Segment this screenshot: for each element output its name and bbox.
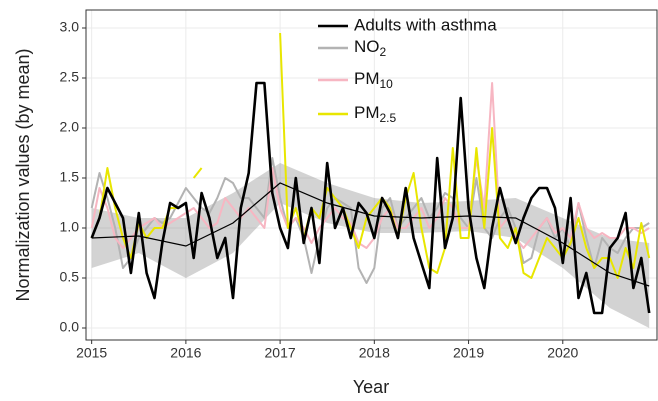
series-line (90, 157, 650, 284)
series-line (90, 82, 650, 249)
x-tick-label: 2018 (359, 345, 390, 361)
plot-background (86, 10, 657, 340)
legend-label: PM10 (354, 69, 393, 91)
x-tick-label: 2015 (76, 345, 107, 361)
y-axis-title: Normalization values (by mean) (13, 48, 33, 301)
y-tick-label: 0.0 (60, 319, 80, 335)
x-tick-label: 2016 (170, 345, 201, 361)
smooth-line (91, 182, 650, 287)
y-tick-label: 3.0 (60, 19, 80, 35)
y-tick-label: 0.5 (60, 269, 80, 285)
x-tick-label: 2017 (265, 345, 296, 361)
y-tick-label: 2.5 (60, 69, 80, 85)
x-tick-label: 2020 (547, 345, 578, 361)
legend-label: NO2 (354, 37, 387, 59)
legend-label: Adults with asthma (354, 15, 497, 34)
y-tick-label: 1.5 (60, 169, 80, 185)
plot-border (85, 9, 658, 341)
y-tick-label: 1.0 (60, 219, 80, 235)
legend-label: PM2.5 (354, 103, 397, 125)
x-axis-title: Year (353, 377, 389, 397)
series-line (90, 81, 651, 315)
x-tick-label: 2019 (453, 345, 484, 361)
y-tick-label: 2.0 (60, 119, 80, 135)
